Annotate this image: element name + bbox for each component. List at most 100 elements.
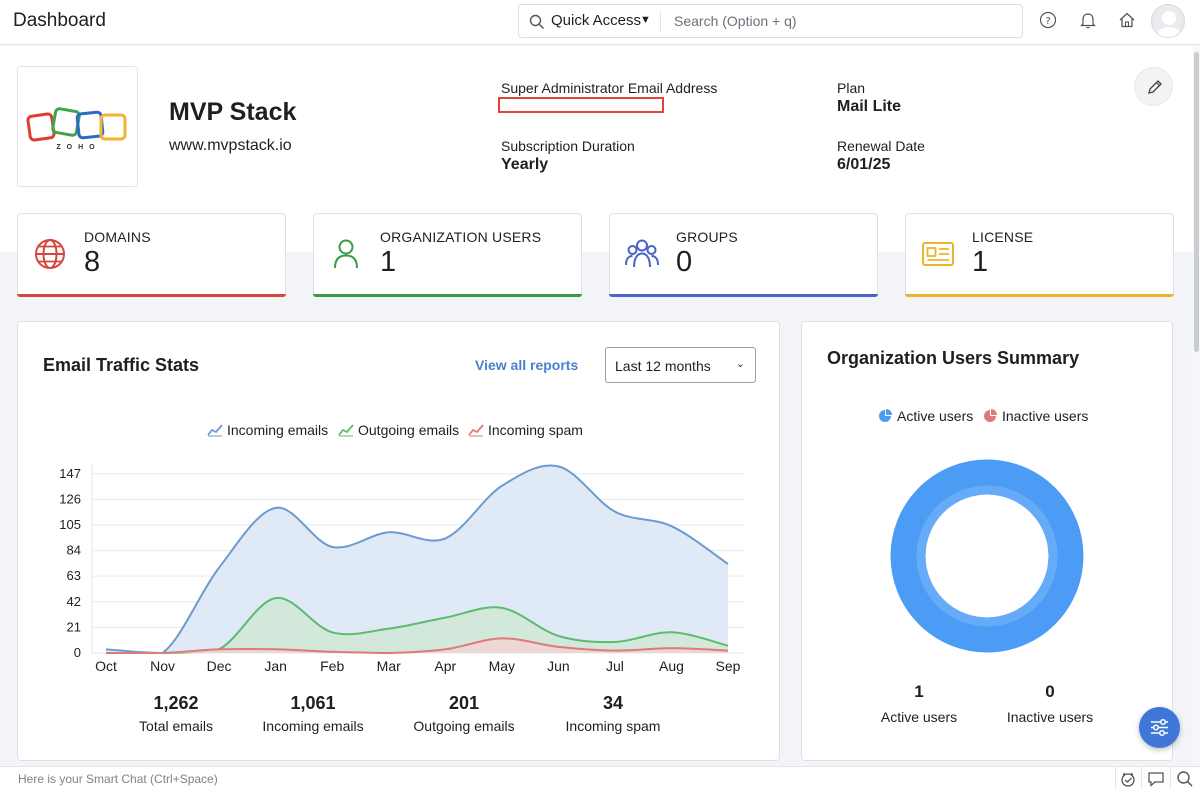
- quick-access-label[interactable]: Quick Access: [551, 12, 642, 29]
- plan-label: Plan: [837, 80, 866, 96]
- user-icon: [334, 239, 358, 269]
- search-icon[interactable]: [1176, 770, 1194, 788]
- pie-icon: [879, 409, 892, 422]
- legend-active-users[interactable]: Active users: [878, 408, 973, 424]
- line-chart-icon: [468, 424, 484, 437]
- license-card-icon: [922, 242, 954, 266]
- inactive-users-label: Inactive users: [1006, 709, 1094, 725]
- domains-label: DOMAINS: [84, 229, 151, 245]
- groups-accent-bar: [609, 294, 878, 297]
- x-tick-label: Apr: [434, 658, 456, 674]
- total-emails-value: 1,262: [153, 693, 199, 713]
- legend-incoming-spam[interactable]: Incoming spam: [468, 422, 583, 438]
- outgoing-emails-value: 201: [448, 693, 480, 713]
- search-input[interactable]: [674, 10, 1004, 32]
- org-name: MVP Stack: [169, 98, 297, 126]
- svg-text:?: ?: [1045, 16, 1050, 27]
- bell-icon[interactable]: [1079, 11, 1097, 29]
- page-title: Dashboard: [13, 10, 106, 31]
- active-users-count: 1: [914, 682, 924, 701]
- customize-widgets-button[interactable]: [1139, 707, 1180, 748]
- email-traffic-card: Email Traffic Stats View all reports Las…: [17, 321, 780, 761]
- line-chart-icon: [338, 424, 354, 437]
- y-tick-label: 147: [59, 466, 81, 481]
- line-chart-icon: [207, 424, 223, 437]
- license-accent-bar: [905, 294, 1174, 297]
- admin-email-redacted: [498, 97, 664, 113]
- sliders-icon: [1151, 718, 1168, 737]
- x-tick-label: May: [489, 658, 515, 674]
- plan-value: Mail Lite: [837, 98, 902, 115]
- users-summary-card: Organization Users Summary Active users …: [801, 321, 1173, 761]
- assistant-icon[interactable]: [1119, 770, 1137, 788]
- users-donut-chart: [890, 459, 1084, 653]
- x-tick-label: Oct: [95, 658, 117, 674]
- group-icon: [625, 239, 659, 268]
- subscription-duration-value: Yearly: [501, 156, 549, 173]
- organization-users-accent-bar: [313, 294, 582, 297]
- total-emails-label: Total emails: [139, 718, 213, 734]
- users-summary-title: Organization Users Summary: [827, 348, 1080, 368]
- view-all-reports-link[interactable]: View all reports: [475, 357, 579, 373]
- x-tick-label: Aug: [659, 658, 684, 674]
- home-icon[interactable]: [1118, 11, 1136, 29]
- search-divider: [660, 11, 661, 32]
- zoho-logo-icon: [26, 107, 127, 142]
- legend-outgoing-emails[interactable]: Outgoing emails: [338, 422, 459, 438]
- y-tick-label: 63: [67, 568, 81, 583]
- help-icon[interactable]: ?: [1039, 11, 1057, 29]
- period-select[interactable]: Last 12 months ⌄: [605, 347, 756, 383]
- user-avatar-icon: [1156, 11, 1182, 37]
- x-tick-label: Jan: [264, 658, 287, 674]
- organization-users-count: 1: [380, 246, 397, 278]
- smart-chat-bar[interactable]: Here is your Smart Chat (Ctrl+Space): [0, 766, 1200, 789]
- edit-org-button[interactable]: [1134, 67, 1173, 106]
- search-icon: [529, 14, 544, 29]
- page-scrollbar[interactable]: [1193, 46, 1200, 764]
- domains-card[interactable]: DOMAINS 8: [17, 213, 286, 297]
- y-tick-label: 42: [67, 594, 81, 609]
- outgoing-emails-label: Outgoing emails: [413, 718, 515, 734]
- chat-divider: [1141, 767, 1142, 789]
- line-incoming-emails: [105, 464, 729, 655]
- scrollbar-thumb[interactable]: [1194, 52, 1199, 352]
- donut-inner-ring: [916, 485, 1058, 627]
- caret-down-icon[interactable]: ▼: [640, 14, 651, 26]
- subscription-duration-label: Subscription Duration: [501, 138, 635, 154]
- incoming-emails-value: 1,061: [290, 693, 336, 713]
- license-card[interactable]: LICENSE 1: [905, 213, 1174, 297]
- pencil-icon: [1148, 80, 1162, 94]
- renewal-date-value: 6/01/25: [837, 156, 891, 173]
- organization-users-label: ORGANIZATION USERS: [380, 229, 542, 245]
- pie-icon: [984, 409, 997, 422]
- renewal-date-label: Renewal Date: [837, 138, 925, 154]
- active-users-label: Active users: [880, 709, 958, 725]
- incoming-spam-label: Incoming spam: [565, 718, 661, 734]
- admin-email-label: Super Administrator Email Address: [501, 80, 718, 96]
- license-label: LICENSE: [972, 229, 1034, 245]
- organization-users-card[interactable]: ORGANIZATION USERS 1: [313, 213, 582, 297]
- x-tick-label: Jun: [547, 658, 570, 674]
- smart-chat-input[interactable]: Here is your Smart Chat (Ctrl+Space): [18, 772, 218, 786]
- legend-inactive-users-label: Inactive users: [1002, 408, 1089, 424]
- groups-card[interactable]: GROUPS 0: [609, 213, 878, 297]
- groups-label: GROUPS: [676, 229, 738, 245]
- org-website: www.mvpstack.io: [169, 137, 292, 154]
- x-tick-label: Jul: [606, 658, 624, 674]
- incoming-emails-label: Incoming emails: [262, 718, 364, 734]
- legend-active-users-label: Active users: [897, 408, 974, 424]
- chat-divider: [1115, 767, 1116, 789]
- search-bar[interactable]: Quick Access ▼: [518, 4, 1023, 38]
- legend-incoming-emails[interactable]: Incoming emails: [207, 422, 328, 438]
- email-traffic-chart: 0 21 42 63 84 105 126 147 Oct Nov Dec Jan Feb Mar Apr M…: [59, 464, 744, 674]
- avatar[interactable]: [1151, 4, 1185, 38]
- domains-count: 8: [84, 246, 101, 278]
- incoming-spam-value: 34: [602, 693, 624, 713]
- zoho-logo-text: ZOHO: [56, 144, 101, 151]
- chat-bubble-icon[interactable]: [1147, 770, 1165, 788]
- email-traffic-title: Email Traffic Stats: [43, 355, 200, 375]
- globe-icon: [35, 239, 65, 269]
- legend-inactive-users[interactable]: Inactive users: [983, 408, 1088, 424]
- x-tick-label: Mar: [377, 658, 401, 674]
- donut-slice-active-users: [890, 459, 1084, 653]
